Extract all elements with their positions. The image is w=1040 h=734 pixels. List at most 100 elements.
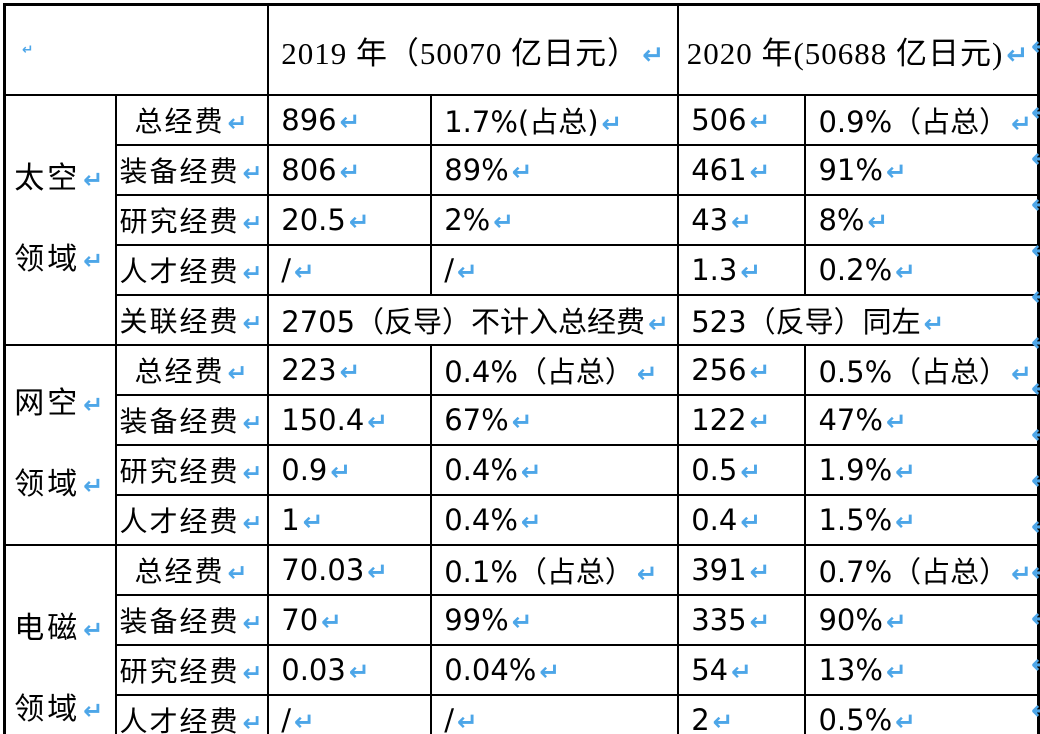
value-cell[interactable]: 0.9 ↵ [267,444,433,496]
percent-cell[interactable]: 0.04% ↵ [430,644,680,696]
value-cell[interactable]: 223 ↵ [267,344,433,396]
value-cell[interactable]: 896 ↵ [267,94,433,146]
percent-cell[interactable]: 8% ↵ [804,194,1040,246]
value-cell[interactable]: 70 ↵ [267,594,433,646]
row-label-cell[interactable]: 总经费 ↵ [114,94,270,146]
percent-cell[interactable]: 1.5% ↵ [804,494,1040,546]
percent-cell[interactable]: / ↵ [430,694,680,734]
year-2020-header[interactable]: 2020 年(50688 亿日元) ↵ [677,3,1040,96]
value-cell[interactable]: 1.3 ↵ [677,244,807,296]
paragraph-mark-icon: ↵ [321,607,342,636]
percent-cell[interactable]: 1.9% ↵ [804,444,1040,496]
row-label-cell[interactable]: 研究经费 ↵ [114,444,270,496]
row-label-cell[interactable]: 装备经费 ↵ [114,394,270,446]
value-cell[interactable]: 2 ↵ [677,694,807,734]
percent-cell[interactable]: 0.1%（占总） ↵ [430,544,680,596]
value-cell[interactable]: 335 ↵ [677,594,807,646]
row-label-cell[interactable]: 人才经费 ↵ [114,494,270,546]
paragraph-mark-icon: ↵ [520,457,542,486]
paragraph-mark-icon: ↵ [636,359,658,388]
value-cell[interactable]: / ↵ [267,244,433,296]
value-cell[interactable]: 1 ↵ [267,494,433,546]
paragraph-mark-icon: ↵ [227,359,250,387]
paragraph-mark-icon: ↵ [83,472,107,500]
table-row: 装备经费 ↵ 150.4 ↵ 67% ↵ 122 ↵ 47% ↵ [5,394,1040,446]
percent-cell[interactable]: 67% ↵ [430,394,680,446]
paragraph-mark-icon: ↵ [367,407,388,436]
domain-line: 领域 ↵ [14,468,107,501]
percent-cell[interactable]: 0.5% ↵ [804,694,1040,734]
paragraph-mark-icon: ↵ [348,207,370,236]
value-cell[interactable]: 0.4 ↵ [677,494,807,546]
percent-cell[interactable]: 1.7%(占总) ↵ [430,94,680,146]
linked-budget-2020-cell[interactable]: 523（反导）同左 ↵ [677,294,1040,346]
paragraph-mark-icon: ↵ [601,109,623,138]
row-label-cell[interactable]: 关联经费 ↵ [114,294,270,346]
value-cell[interactable]: 461 ↵ [677,144,807,196]
row-end-mark: ↵ [1031,468,1040,494]
domain-cell-space[interactable]: 太空 ↵ 领域 ↵ [3,94,117,346]
paragraph-mark-icon: ↵ [227,559,250,587]
linked-budget-2019-cell[interactable]: 2705（反导）不计入总经费 ↵ [267,294,680,346]
percent-cell[interactable]: 0.4% ↵ [430,494,680,546]
table-row: 人才经费 ↵ / ↵ / ↵ 2 ↵ 0.5% ↵ [5,694,1040,734]
percent-cell[interactable]: 91% ↵ [804,144,1040,196]
percent-cell[interactable]: 47% ↵ [804,394,1040,446]
value-cell[interactable]: 0.03 ↵ [267,644,433,696]
value-cell[interactable]: / ↵ [267,694,433,734]
paragraph-mark-icon: ↵ [457,257,478,286]
paragraph-mark-icon: ↵ [885,657,907,686]
row-end-mark: ↵ [1031,238,1040,264]
paragraph-mark-icon: ↵ [731,207,752,236]
budget-table: ↵ 2019 年（50070 亿日元） ↵ 2020 年(50688 亿日元) ↵ … [3,3,1040,734]
row-label-cell[interactable]: 装备经费 ↵ [114,594,270,646]
value-cell[interactable]: 122 ↵ [677,394,807,446]
paragraph-mark-icon: ↵ [242,609,265,637]
paragraph-mark-icon: ↵ [242,509,265,537]
row-label-cell[interactable]: 研究经费 ↵ [114,644,270,696]
row-end-mark: ↵ [1031,422,1040,448]
percent-cell[interactable]: / ↵ [430,244,680,296]
value-cell[interactable]: 256 ↵ [677,344,807,396]
value-cell[interactable]: 43 ↵ [677,194,807,246]
percent-cell[interactable]: 89% ↵ [430,144,680,196]
value-cell[interactable]: 70.03 ↵ [267,544,433,596]
paragraph-mark-icon: ↵ [83,697,107,725]
paragraph-mark-icon: ↵ [648,309,669,338]
percent-cell[interactable]: 0.4%（占总） ↵ [430,344,680,396]
corner-cell[interactable]: ↵ [3,3,270,96]
percent-cell[interactable]: 0.2% ↵ [804,244,1040,296]
percent-cell[interactable]: 99% ↵ [430,594,680,646]
percent-cell[interactable]: 0.7%（占总） ↵ [804,544,1040,596]
row-label-cell[interactable]: 总经费 ↵ [114,544,270,596]
value-cell[interactable]: 0.5 ↵ [677,444,807,496]
paragraph-mark-icon: ↵ [895,457,916,486]
value-cell[interactable]: 20.5 ↵ [267,194,433,246]
percent-cell[interactable]: 0.5%（占总） ↵ [804,344,1040,396]
row-end-mark: ↵ [1031,284,1040,310]
percent-cell[interactable]: 90% ↵ [804,594,1040,646]
paragraph-mark-icon: ↵ [339,157,361,186]
row-label-cell[interactable]: 装备经费 ↵ [114,144,270,196]
paragraph-mark-icon: ↵ [83,166,107,194]
row-label-cell[interactable]: 总经费 ↵ [114,344,270,396]
value-cell[interactable]: 806 ↵ [267,144,433,196]
row-label-cell[interactable]: 研究经费 ↵ [114,194,270,246]
year-2019-header[interactable]: 2019 年（50070 亿日元） ↵ [267,3,680,96]
domain-cell-cyber[interactable]: 网空 ↵ 领域 ↵ [3,344,117,546]
domain-cell-electromagnetic[interactable]: 电磁 ↵ 领域 ↵ [3,544,117,734]
percent-cell[interactable]: 13% ↵ [804,644,1040,696]
row-end-mark: ↵ [1031,146,1040,172]
value-cell[interactable]: 506 ↵ [677,94,807,146]
percent-cell[interactable]: 0.9%（占总） ↵ [804,94,1040,146]
row-label-cell[interactable]: 人才经费 ↵ [114,694,270,734]
paragraph-mark-icon: ↵ [83,616,107,644]
percent-cell[interactable]: 0.4% ↵ [430,444,680,496]
paragraph-mark-icon: ↵ [339,357,361,386]
row-label-cell[interactable]: 人才经费 ↵ [114,244,270,296]
value-cell[interactable]: 150.4 ↵ [267,394,433,446]
percent-cell[interactable]: 2% ↵ [430,194,680,246]
value-cell[interactable]: 391 ↵ [677,544,807,596]
value-cell[interactable]: 54 ↵ [677,644,807,696]
row-end-mark: ↵ [1031,560,1040,586]
